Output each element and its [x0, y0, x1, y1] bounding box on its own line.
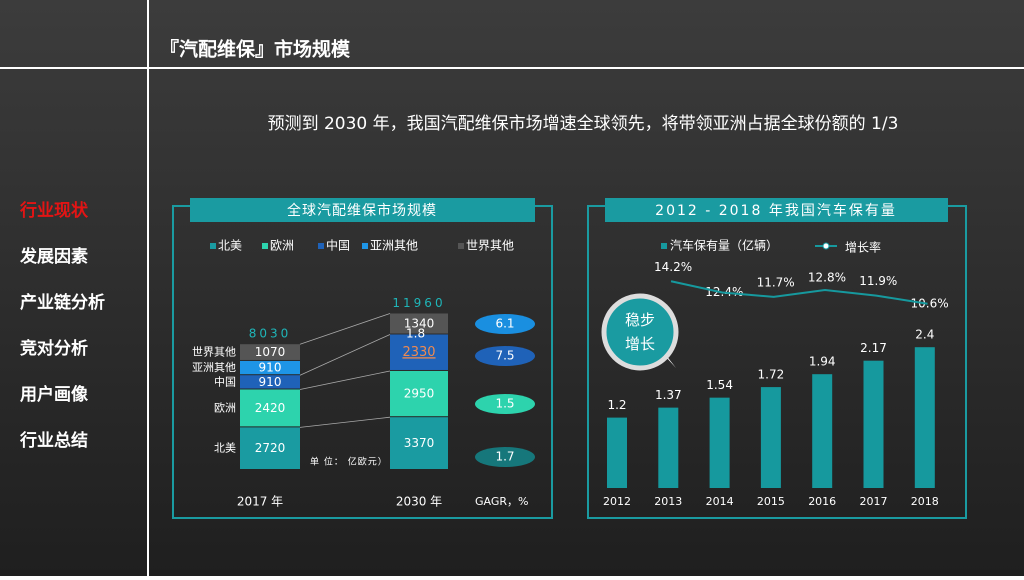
connector: [299, 416, 391, 428]
nav-item: 竞对分析: [20, 338, 88, 359]
callout-text: 稳步增长: [625, 311, 655, 353]
value-label: 1.72: [758, 368, 785, 382]
total-label: 11960: [392, 296, 445, 310]
x-tick-label: 2017: [860, 495, 888, 508]
value-label: 2.4: [915, 328, 934, 342]
value-label: 1.37: [655, 388, 682, 402]
value-label: 1340: [404, 316, 435, 330]
value-label: 910: [259, 375, 282, 389]
value-label: 2330: [402, 345, 435, 360]
bar: [709, 397, 730, 488]
line: [670, 280, 928, 305]
bar: [914, 347, 935, 488]
legend-swatch: [362, 243, 368, 249]
connector: [299, 370, 391, 390]
bar-segment: [240, 360, 300, 375]
panel-title-bar: [605, 198, 948, 222]
gagr-value: 1.5: [495, 397, 514, 411]
bar-segment: [240, 427, 300, 469]
series-label: 亚洲其他: [192, 361, 236, 374]
unit-note: 单 位： 亿欧元）: [310, 456, 388, 468]
bar-segment: [240, 344, 300, 360]
nav-item: 行业现状: [19, 200, 89, 221]
series-label: 北美: [214, 442, 236, 455]
headline: 预测到 2030 年，我国汽配维保市场增速全球领先，将带领亚洲占据全球份额的 1…: [268, 114, 899, 134]
chart-title: 全球汽配维保市场规模: [287, 202, 437, 219]
nav-item: 产业链分析: [20, 292, 105, 313]
value-label: 3370: [404, 436, 435, 450]
value-label: 910: [259, 361, 282, 375]
x-tick-label: 2012: [603, 495, 631, 508]
total-label: 8030: [249, 327, 292, 341]
legend-swatch: [458, 243, 464, 249]
bar-segment: [240, 375, 300, 389]
x-tick-label: 2018: [911, 495, 939, 508]
series-label: 欧洲: [214, 401, 236, 414]
legend-swatch: [262, 243, 268, 249]
line-label: 12.8%: [808, 271, 846, 285]
line-label: 11.9%: [859, 274, 897, 288]
gagr-value: 7.5: [495, 349, 514, 363]
slide-title: 『汽配维保』市场规模: [160, 38, 351, 61]
value-label: 1.94: [809, 355, 836, 369]
x-tick-label: 2030 年: [396, 495, 442, 509]
x-tick-label: 2017 年: [237, 495, 283, 509]
bar: [812, 374, 833, 488]
series-label: 世界其他: [192, 346, 236, 359]
nav-item: 发展因素: [19, 246, 88, 267]
connector: [299, 334, 391, 376]
legend-label: 中国: [326, 238, 350, 253]
gagr-badge: [475, 314, 535, 334]
line-label: 14.2%: [654, 260, 692, 274]
series-label: 中国: [214, 375, 236, 388]
bar-segment: [390, 417, 448, 469]
legend-swatch: [318, 243, 324, 249]
chart-title: 2012 - 2018 年我国汽车保有量: [655, 202, 897, 219]
value-label: 1.2: [607, 398, 626, 412]
value-label: 1.54: [706, 378, 733, 392]
legend-marker: [822, 242, 830, 250]
value-label: 2420: [255, 401, 286, 415]
gagr-label: GAGR，%: [475, 495, 528, 508]
gagr-badge: [475, 447, 535, 467]
legend-swatch: [210, 243, 216, 249]
gagr-value: 1.7: [495, 450, 514, 464]
x-tick-label: 2015: [757, 495, 785, 508]
panel-title-bar: [190, 198, 535, 222]
bar: [658, 407, 679, 488]
bar-segment: [390, 334, 448, 370]
x-tick-label: 2014: [706, 495, 734, 508]
connector: [299, 313, 391, 345]
bar: [607, 417, 627, 488]
gagr-value: 6.1: [495, 317, 514, 331]
legend-label: 增长率: [845, 240, 881, 255]
value-label: 2720: [255, 441, 286, 455]
value-label: 2950: [404, 387, 435, 401]
bar: [863, 360, 884, 488]
bar-segment: [240, 389, 300, 427]
value-label: 2.17: [860, 341, 887, 355]
nav-item: 行业总结: [19, 430, 88, 451]
x-tick-label: 2016: [808, 495, 836, 508]
gagr-badge: [475, 346, 535, 366]
value-label: 1070: [255, 345, 286, 359]
line-label: 11.7%: [757, 275, 795, 289]
legend-swatch: [661, 243, 667, 249]
x-tick-label: 2013: [654, 495, 682, 508]
bar-segment: [390, 313, 448, 334]
legend-label: 北美: [218, 239, 242, 253]
annotation: 1.8: [406, 327, 425, 341]
bar-segment: [390, 370, 448, 417]
legend-label: 汽车保有量（亿辆）: [670, 238, 778, 253]
legend-label: 世界其他: [466, 239, 514, 253]
nav-item: 用户画像: [20, 384, 89, 405]
callout: [601, 293, 679, 371]
legend-label: 欧洲: [270, 239, 294, 253]
bar: [760, 387, 781, 488]
legend-label: 亚洲其他: [370, 239, 418, 253]
line-label: 10.6%: [910, 296, 948, 310]
gagr-badge: [475, 394, 535, 414]
